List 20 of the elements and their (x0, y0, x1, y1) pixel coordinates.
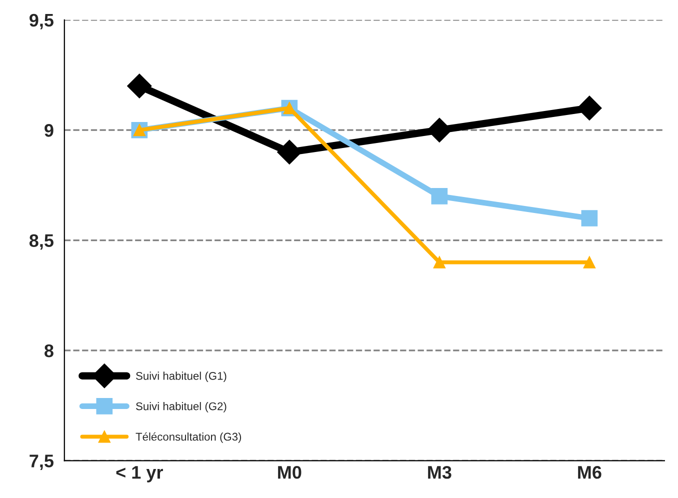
point (427, 118, 452, 142)
x-tick-label: M0 (278, 466, 302, 479)
x-tick-label: < 1 yr (116, 466, 163, 482)
legend-label: Téléconsultation (G3) (136, 432, 242, 443)
x-tick-label: M6 (578, 466, 602, 479)
point (433, 256, 446, 268)
legend-label: Suivi habituel (G2) (136, 402, 226, 412)
y-tick-label: 8,5 (29, 234, 54, 250)
y-tick-label: 9 (44, 124, 54, 137)
point (431, 188, 448, 204)
point (577, 96, 602, 120)
point (581, 210, 598, 226)
y-tick-label: 9,5 (30, 14, 54, 30)
y-tick-label: 8 (44, 344, 54, 358)
point (277, 140, 302, 164)
x-tick-label: M3 (428, 466, 452, 479)
y-tick-label: 7,5 (30, 454, 54, 470)
point (583, 256, 596, 268)
point (127, 74, 152, 98)
legend-label: Suivi habituel (G1) (136, 372, 226, 382)
